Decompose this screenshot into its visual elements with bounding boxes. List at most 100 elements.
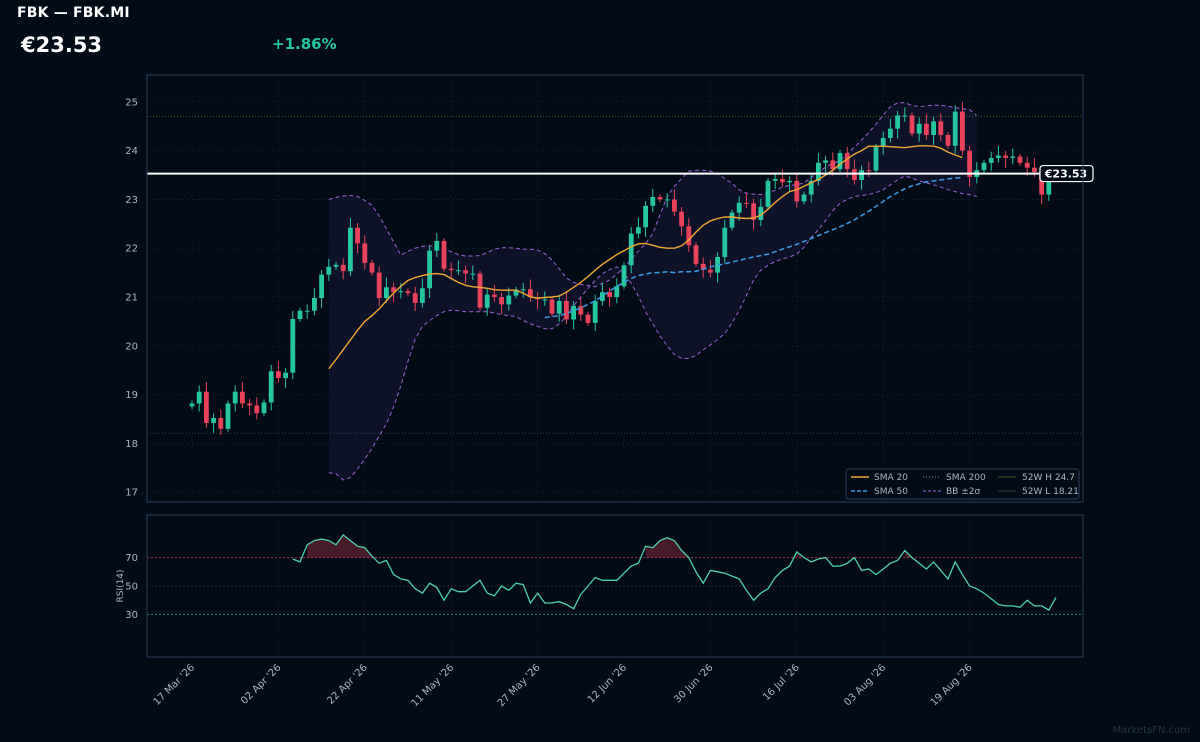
candle xyxy=(355,223,360,254)
candle xyxy=(232,385,238,412)
candle xyxy=(880,131,886,155)
candle xyxy=(650,188,656,213)
y-tick-label: 23 xyxy=(125,195,138,206)
y-tick-label: 18 xyxy=(125,439,138,450)
candle xyxy=(571,301,576,330)
candle xyxy=(326,258,332,281)
rsi-overbought-fill xyxy=(645,537,689,558)
candle xyxy=(376,266,382,307)
legend: SMA 20 SMA 200 52W H 24.7 SMA 50 BB ±2σ … xyxy=(845,468,1080,500)
candle xyxy=(218,410,224,436)
legend-sma200: SMA 200 xyxy=(946,473,986,483)
candle xyxy=(247,398,252,416)
candle xyxy=(1024,156,1030,176)
main-plot-frame xyxy=(146,74,1084,503)
candle xyxy=(456,260,461,275)
candle xyxy=(700,257,706,278)
candle xyxy=(722,219,728,264)
watermark: MarketsFN.com xyxy=(1112,725,1190,736)
y-tick-label: 17 xyxy=(125,488,138,499)
candle xyxy=(405,288,411,297)
candle xyxy=(924,114,929,140)
candle xyxy=(420,278,425,308)
candle xyxy=(434,232,440,258)
rsi-plot-frame xyxy=(146,514,1084,658)
candle xyxy=(427,246,432,299)
candle xyxy=(506,287,512,311)
current-price: €23.53 xyxy=(21,33,103,57)
candle xyxy=(592,294,598,331)
candle xyxy=(931,116,936,145)
x-tick-label: 22 Apr '26 xyxy=(325,662,369,706)
legend-52w-high: 52W H 24.7 xyxy=(1022,473,1075,483)
candle xyxy=(254,397,260,420)
bollinger-band-fill xyxy=(328,102,977,481)
candle xyxy=(304,304,310,319)
sma20-line xyxy=(328,145,963,370)
chart-title: FBK — FBK.MI xyxy=(17,5,130,21)
candle xyxy=(859,165,864,190)
candle xyxy=(312,288,317,316)
candle xyxy=(369,259,375,276)
candle xyxy=(412,286,418,311)
candle xyxy=(499,292,504,315)
x-tick-label: 16 Jul '26 xyxy=(761,662,802,703)
candle xyxy=(261,399,267,417)
candle xyxy=(333,261,339,270)
candle xyxy=(873,143,879,174)
candle xyxy=(549,296,555,317)
candle xyxy=(909,112,915,137)
candle xyxy=(578,297,584,321)
candle xyxy=(196,385,202,412)
y-tick-label: 20 xyxy=(125,341,138,352)
y-tick-label: 24 xyxy=(125,146,138,157)
candle xyxy=(664,193,670,208)
candle xyxy=(657,194,663,203)
candle xyxy=(830,152,836,176)
candle xyxy=(787,176,792,193)
candle xyxy=(988,151,994,171)
candle xyxy=(477,270,483,311)
candle xyxy=(916,117,922,142)
legend-sma50: SMA 50 xyxy=(874,487,908,497)
candle xyxy=(729,209,735,231)
candle xyxy=(938,113,944,142)
candle xyxy=(844,146,850,178)
candle xyxy=(189,400,195,410)
x-tick-label: 03 Aug '26 xyxy=(842,662,888,708)
sma50-line xyxy=(544,176,963,319)
candle xyxy=(268,364,274,411)
candle xyxy=(679,207,684,237)
x-tick-label: 17 Mar '26 xyxy=(152,662,198,708)
legend-52w-low: 52W L 18.21 xyxy=(1022,487,1079,497)
candle xyxy=(945,132,951,149)
candle xyxy=(1010,148,1016,165)
candle xyxy=(952,105,958,154)
bollinger-lower-line xyxy=(328,175,977,481)
candle xyxy=(736,196,742,221)
candle xyxy=(672,189,677,217)
current-price-tag: €23.53 xyxy=(1039,164,1094,183)
candle xyxy=(513,286,519,299)
candle xyxy=(996,145,1001,163)
candle xyxy=(470,265,476,280)
candle xyxy=(528,279,533,302)
candle xyxy=(765,177,771,210)
candle xyxy=(384,277,389,303)
x-tick-label: 11 May '26 xyxy=(409,662,456,709)
candle xyxy=(708,259,713,278)
rsi-axis-label: RSI(14) xyxy=(116,569,126,602)
candle xyxy=(348,217,353,276)
candle xyxy=(960,101,965,156)
candle xyxy=(448,262,454,279)
candle xyxy=(276,361,281,383)
candle xyxy=(614,278,620,304)
legend-bollinger: BB ±2σ xyxy=(946,487,980,497)
candle xyxy=(621,262,627,290)
candle xyxy=(556,294,562,322)
y-tick-label: 25 xyxy=(125,97,138,108)
candle xyxy=(643,201,648,238)
candle xyxy=(744,193,749,208)
candle xyxy=(600,282,605,306)
candle xyxy=(542,291,548,306)
